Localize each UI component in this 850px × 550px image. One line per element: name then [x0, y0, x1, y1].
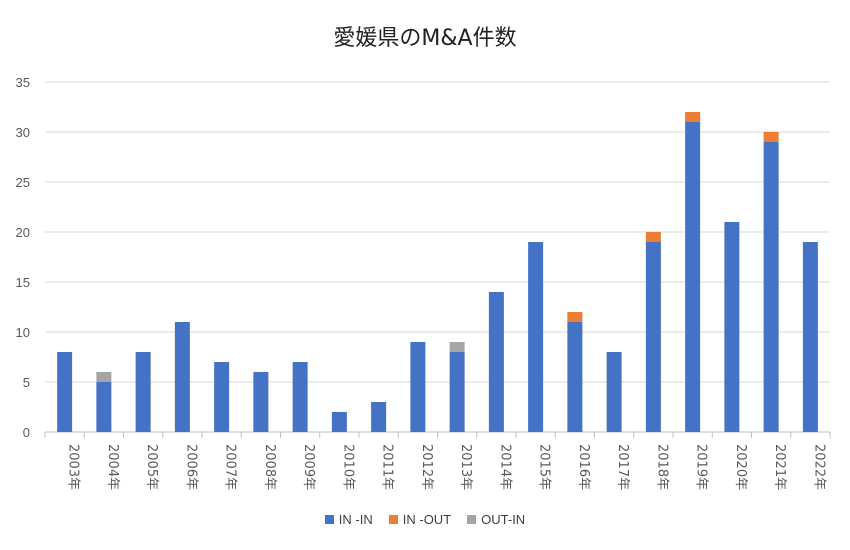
y-tick-label: 20 [16, 225, 30, 240]
x-tick-label: 2017年 [615, 444, 630, 490]
bar-in-in [292, 362, 308, 432]
bar-out-in [449, 342, 465, 352]
x-tick-label: 2003年 [66, 444, 81, 490]
y-tick-label: 10 [16, 325, 30, 340]
bar-in-in [174, 322, 190, 432]
legend: IN -IN IN -OUT OUT-IN [0, 512, 850, 527]
bar-in-in [449, 352, 465, 432]
x-tick-label: 2006年 [183, 444, 198, 490]
bar-in-in [645, 242, 661, 432]
bar-in-in [724, 222, 740, 432]
bar-in-out [645, 232, 661, 242]
bar-in-out [685, 112, 701, 122]
y-tick-label: 25 [16, 175, 30, 190]
y-tick-label: 5 [23, 375, 30, 390]
bar-in-in [135, 352, 151, 432]
x-tick-label: 2016年 [576, 444, 591, 490]
bar-in-out [567, 312, 583, 322]
legend-label-in-in: IN -IN [338, 512, 373, 527]
bar-in-in [488, 292, 504, 432]
x-tick-label: 2005年 [144, 444, 159, 490]
y-tick-label: 30 [16, 125, 30, 140]
bar-in-in [371, 402, 387, 432]
x-tick-label: 2011年 [380, 444, 395, 490]
chart-title: 愛媛県のM&A件数 [333, 26, 517, 51]
legend-swatch-in-in [324, 515, 334, 524]
legend-label-out-in: OUT-IN [481, 512, 526, 527]
bar-in-in [685, 122, 701, 432]
x-tick-label: 2012年 [419, 444, 434, 490]
x-tick-label: 2009年 [301, 444, 316, 490]
bar-in-in [606, 352, 622, 432]
x-tick-label: 2015年 [537, 444, 552, 490]
legend-item-out-in: OUT-IN [467, 512, 525, 527]
x-tick-label: 2018年 [654, 444, 669, 490]
bar-in-in [331, 412, 347, 432]
bar-in-in [763, 142, 779, 432]
bar-in-in [96, 382, 112, 432]
x-tick-label: 2008年 [262, 444, 277, 490]
bar-in-in [57, 352, 73, 432]
bar-in-in [567, 322, 583, 432]
x-tick-label: 2019年 [694, 444, 709, 490]
legend-swatch-out-in [467, 515, 477, 524]
bar-in-in [253, 372, 269, 432]
bar-in-in [214, 362, 230, 432]
y-tick-label: 35 [16, 75, 30, 90]
bar-in-out [763, 132, 779, 142]
x-tick-label: 2013年 [458, 444, 473, 490]
legend-item-in-out: IN -OUT [388, 512, 452, 527]
bar-out-in [96, 372, 112, 382]
bar-in-in [528, 242, 544, 432]
bar-in-in [410, 342, 426, 432]
x-tick-label: 2007年 [223, 444, 238, 490]
x-tick-label: 2020年 [733, 444, 748, 490]
y-tick-label: 0 [23, 425, 30, 440]
x-tick-label: 2010年 [340, 444, 355, 490]
legend-swatch-in-out [388, 515, 398, 524]
x-tick-label: 2022年 [811, 444, 826, 490]
x-tick-label: 2004年 [105, 444, 120, 490]
y-tick-label: 15 [16, 275, 30, 290]
x-tick-label: 2014年 [497, 444, 512, 490]
legend-label-in-out: IN -OUT [402, 512, 452, 527]
x-tick-label: 2021年 [772, 444, 787, 490]
bar-in-in [802, 242, 818, 432]
legend-item-in-in: IN -IN [324, 512, 373, 527]
